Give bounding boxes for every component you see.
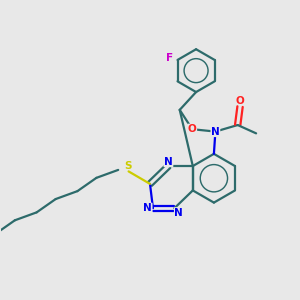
Text: F: F <box>166 53 173 64</box>
Text: O: O <box>188 124 197 134</box>
Text: O: O <box>236 96 244 106</box>
Text: N: N <box>175 208 183 218</box>
Text: N: N <box>143 203 152 213</box>
Text: S: S <box>124 161 132 171</box>
Text: N: N <box>211 127 220 136</box>
Text: N: N <box>164 157 173 166</box>
